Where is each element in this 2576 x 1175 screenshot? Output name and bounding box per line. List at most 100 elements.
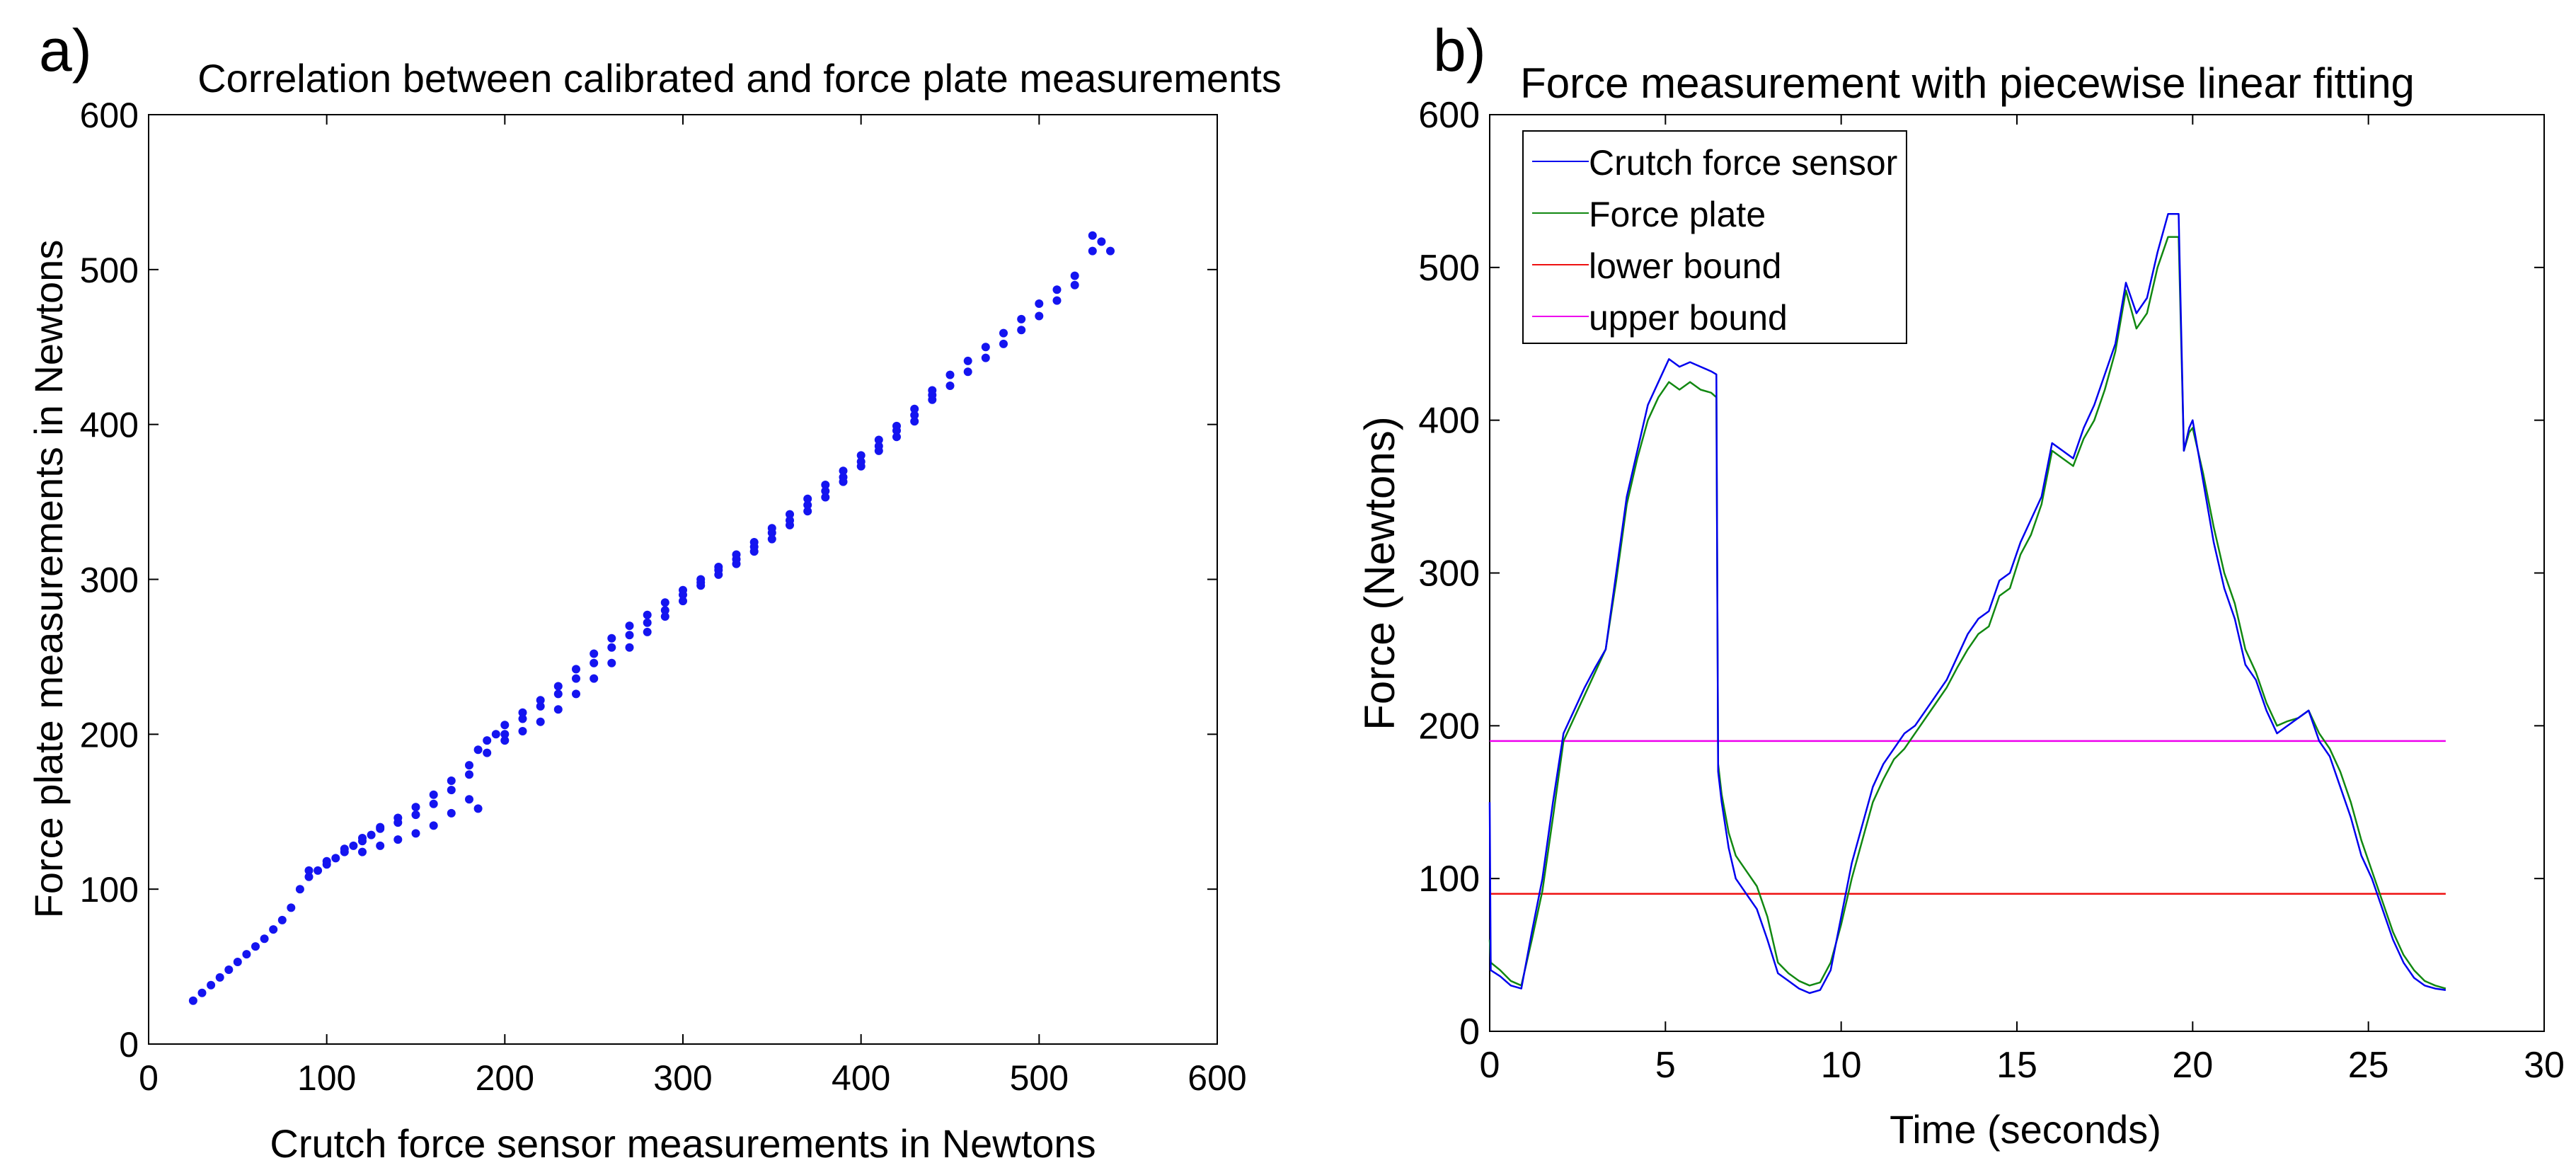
panel-a-xtick-label: 600 xyxy=(1188,1058,1246,1098)
panel-b-ytick-label: 0 xyxy=(1459,1011,1480,1053)
scatter-point xyxy=(625,631,634,640)
scatter-point xyxy=(572,689,580,699)
panel-a-ytick-label: 100 xyxy=(80,870,139,910)
scatter-point xyxy=(483,748,492,757)
scatter-point xyxy=(1052,296,1062,305)
scatter-point xyxy=(803,507,812,516)
scatter-point xyxy=(322,856,331,866)
scatter-point xyxy=(411,829,420,838)
panel-b-xtick-label: 10 xyxy=(1821,1045,1862,1086)
scatter-point xyxy=(553,705,563,714)
scatter-point xyxy=(349,841,358,850)
scatter-point xyxy=(999,328,1008,338)
scatter-point xyxy=(233,958,242,966)
panel-b-series xyxy=(1488,213,2446,995)
scatter-point xyxy=(696,578,706,587)
scatter-point xyxy=(803,494,812,503)
scatter-point xyxy=(1052,285,1062,294)
scatter-point xyxy=(500,730,510,739)
scatter-point xyxy=(572,665,580,674)
scatter-point xyxy=(590,674,599,683)
scatter-point xyxy=(1070,280,1079,290)
panel-a-xtick-label: 100 xyxy=(297,1058,356,1098)
scatter-point xyxy=(786,516,794,525)
panel-b-ylabel: Force (Newtons) xyxy=(1356,416,1403,730)
scatter-point xyxy=(821,481,830,489)
panel-b-xtick-label: 20 xyxy=(2172,1045,2213,1086)
scatter-point xyxy=(839,466,848,476)
scatter-point xyxy=(1017,314,1026,323)
scatter-point xyxy=(536,701,545,711)
scatter-point xyxy=(411,803,420,812)
scatter-point xyxy=(473,745,483,755)
scatter-point xyxy=(786,510,794,519)
scatter-point xyxy=(821,486,830,495)
legend-plate-label: Force plate xyxy=(1589,195,1766,234)
scatter-point xyxy=(188,996,197,1005)
scatter-point xyxy=(1017,326,1026,335)
scatter-point xyxy=(643,618,652,627)
scatter-point xyxy=(625,621,634,631)
scatter-point xyxy=(679,590,687,600)
scatter-point xyxy=(749,542,759,551)
scatter-point xyxy=(910,411,919,420)
scatter-point xyxy=(242,950,251,959)
panel-a-ytick-label: 200 xyxy=(80,715,139,755)
panel-b-ytick-label: 100 xyxy=(1418,859,1480,900)
panel-b-ytick-label: 500 xyxy=(1418,248,1480,289)
scatter-point xyxy=(483,736,492,745)
scatter-point xyxy=(536,696,545,705)
scatter-point xyxy=(295,885,304,894)
panel-b-line-chart: b) Force measurement with piecewise line… xyxy=(1356,17,2565,1152)
scatter-point xyxy=(856,451,866,460)
scatter-point xyxy=(981,343,990,352)
panel-a-ytick-label: 500 xyxy=(80,251,139,290)
scatter-point xyxy=(874,435,883,445)
scatter-point xyxy=(892,432,901,442)
scatter-point xyxy=(607,658,616,667)
scatter-point xyxy=(643,610,652,619)
panel-b-ytick-label: 400 xyxy=(1418,401,1480,442)
panel-b-xtick-label: 0 xyxy=(1480,1045,1500,1086)
scatter-point xyxy=(465,770,473,779)
panel-b-xtick-label: 5 xyxy=(1655,1045,1676,1086)
scatter-point xyxy=(536,717,545,726)
panel-b-ytick-label: 200 xyxy=(1418,706,1480,747)
panel-a-points xyxy=(188,231,1115,1005)
scatter-point xyxy=(607,634,616,643)
scatter-point xyxy=(429,821,438,830)
scatter-point xyxy=(473,804,483,813)
scatter-point xyxy=(1088,231,1097,240)
panel-a-xtick-label: 300 xyxy=(653,1058,712,1098)
legend-lower-label: lower bound xyxy=(1589,246,1781,286)
panel-b-xtick-label: 30 xyxy=(2524,1045,2565,1086)
panel-a-xtick-label: 200 xyxy=(476,1058,534,1098)
scatter-point xyxy=(518,727,527,735)
scatter-point xyxy=(429,790,438,799)
panel-b-xtick-label: 15 xyxy=(1996,1045,2037,1086)
scatter-point xyxy=(376,841,385,850)
panel-a-ytick-label: 300 xyxy=(80,561,139,600)
legend: Crutch force sensor Force plate lower bo… xyxy=(1522,130,1907,344)
scatter-point xyxy=(839,473,848,482)
scatter-point xyxy=(928,391,937,400)
scatter-point xyxy=(553,682,563,691)
scatter-point xyxy=(314,866,323,875)
panel-a-ylabel: Force plate measurements in Newtons xyxy=(26,240,71,919)
scatter-point xyxy=(607,643,616,652)
scatter-point xyxy=(767,528,776,537)
scatter-point xyxy=(465,761,473,770)
scatter-point xyxy=(358,847,367,856)
scatter-point xyxy=(500,736,510,745)
panel-a-xtick-label: 500 xyxy=(1010,1058,1069,1098)
scatter-point xyxy=(367,830,376,839)
scatter-point xyxy=(1088,246,1097,256)
scatter-point xyxy=(660,612,669,621)
scatter-point xyxy=(945,382,955,390)
scatter-point xyxy=(447,786,456,795)
panel-a-label: a) xyxy=(39,17,92,84)
scatter-point xyxy=(910,417,919,426)
scatter-point xyxy=(1097,237,1106,246)
